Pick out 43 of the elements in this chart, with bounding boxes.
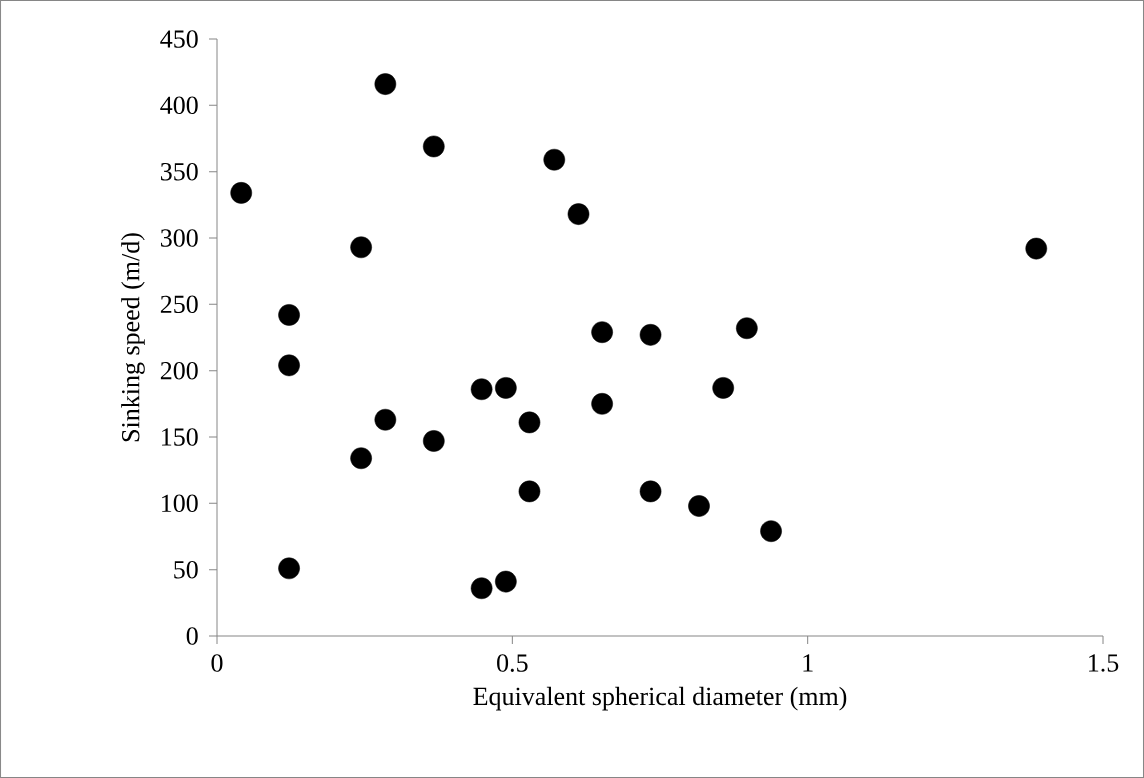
point — [278, 557, 300, 580]
point — [712, 377, 735, 399]
y-tick-label: 350 — [160, 162, 198, 181]
point — [543, 148, 566, 171]
point — [495, 377, 517, 399]
point — [422, 135, 445, 158]
point — [374, 408, 397, 431]
point — [736, 317, 758, 340]
y-tick-label: 400 — [160, 96, 198, 115]
y-axis-title: Sinking speed (m/d) — [121, 233, 145, 442]
point — [567, 203, 590, 225]
point — [350, 236, 372, 259]
point — [230, 182, 253, 204]
point — [278, 354, 300, 377]
y-tick-label: 50 — [174, 560, 198, 579]
y-tick-label: 0 — [186, 627, 198, 645]
point — [591, 321, 613, 343]
point — [518, 411, 541, 434]
point — [278, 304, 300, 326]
point — [1025, 237, 1048, 260]
point — [350, 447, 372, 470]
point — [639, 480, 662, 503]
point — [688, 495, 710, 517]
x-tick-label: 0.5 — [497, 654, 528, 672]
x-axis-title: Equivalent spherical diameter (mm) — [473, 686, 847, 711]
point — [760, 520, 782, 542]
point — [470, 577, 493, 600]
y-tick-label: 450 — [160, 30, 198, 48]
x-tick-label: 0 — [211, 654, 223, 672]
point — [470, 378, 493, 401]
y-tick-label: 300 — [160, 229, 198, 247]
y-tick-label: 150 — [162, 428, 198, 446]
point — [639, 324, 662, 346]
y-tick-label: 200 — [160, 361, 198, 380]
point — [518, 480, 541, 503]
point — [422, 430, 445, 452]
x-tick-label: 1.5 — [1089, 654, 1119, 672]
point — [495, 570, 517, 593]
point — [591, 393, 613, 415]
x-tick-label: 1 — [803, 654, 813, 672]
y-tick-label: 100 — [162, 494, 198, 513]
y-tick-label: 250 — [160, 295, 198, 314]
point — [374, 73, 397, 95]
